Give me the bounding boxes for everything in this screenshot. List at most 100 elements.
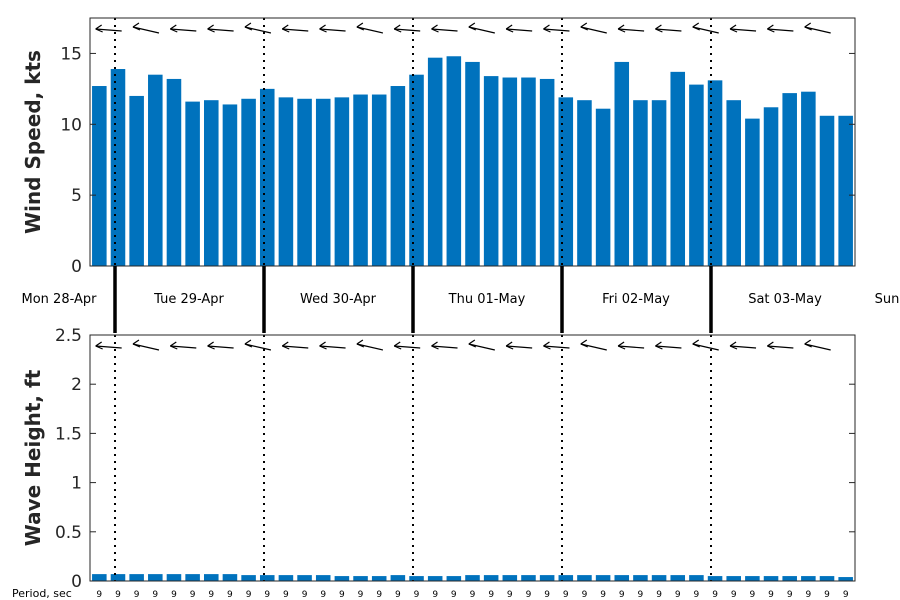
arrow-head bbox=[505, 341, 514, 350]
arrow-shaft bbox=[580, 343, 607, 351]
arrow-shaft bbox=[132, 26, 160, 34]
y-tick-label: 0.5 bbox=[55, 523, 82, 543]
arrow-head bbox=[505, 24, 514, 33]
bar bbox=[614, 61, 630, 267]
period-value: 9 bbox=[208, 590, 214, 600]
bar bbox=[222, 104, 238, 266]
arrow-head bbox=[207, 24, 215, 33]
day-band: Mon 28-Apr Tue 29-Apr Wed 30-Apr Thu 01-May… bbox=[22, 266, 900, 333]
y-tick-label: 2 bbox=[71, 375, 82, 395]
arrow-head bbox=[169, 24, 178, 33]
bar bbox=[129, 574, 144, 581]
arrow-head bbox=[132, 339, 141, 348]
arrow-head bbox=[767, 341, 775, 350]
day-label: Tue 29-Apr bbox=[153, 292, 224, 307]
bar bbox=[166, 574, 182, 581]
arrow-shaft bbox=[132, 343, 160, 351]
direction-arrow bbox=[692, 22, 719, 34]
y-axis-label: Wave Height, ft bbox=[21, 369, 45, 546]
period-value: 9 bbox=[806, 590, 812, 600]
bar bbox=[558, 575, 574, 581]
period-value: 9 bbox=[320, 590, 326, 600]
direction-arrow bbox=[505, 24, 533, 33]
bar bbox=[92, 86, 107, 267]
period-value: 9 bbox=[134, 590, 140, 600]
arrow-head bbox=[804, 22, 812, 31]
day-label: Sat 03-May bbox=[748, 292, 822, 307]
bar bbox=[483, 76, 499, 266]
arrow-shaft bbox=[730, 28, 757, 32]
bar bbox=[297, 575, 312, 581]
direction-arrow bbox=[393, 341, 421, 350]
direction-arrow bbox=[95, 24, 122, 33]
period-value: 9 bbox=[507, 590, 513, 600]
bar bbox=[521, 77, 536, 267]
bar bbox=[409, 576, 424, 581]
arrow-head bbox=[767, 24, 775, 33]
bar bbox=[558, 97, 574, 266]
direction-arrow bbox=[580, 339, 607, 351]
y-tick-label: 0 bbox=[71, 572, 82, 592]
bar bbox=[745, 576, 760, 581]
wave-height-panel: 0 0.5 1 1.5 2 2.5 Wave Height, ft bbox=[21, 326, 856, 592]
period-value: 9 bbox=[432, 590, 438, 600]
arrow-head bbox=[393, 24, 402, 33]
bar bbox=[92, 574, 107, 581]
y-tick-label: 0 bbox=[71, 257, 82, 277]
period-value: 9 bbox=[451, 590, 457, 600]
arrow-shaft bbox=[431, 28, 458, 32]
arrow-shaft bbox=[506, 345, 533, 349]
period-value: 9 bbox=[731, 590, 737, 600]
period-value: 9 bbox=[843, 590, 849, 600]
bar bbox=[595, 575, 611, 581]
direction-arrow bbox=[729, 341, 757, 350]
arrow-shaft bbox=[431, 345, 458, 349]
bar bbox=[801, 91, 816, 266]
direction-arrow bbox=[244, 22, 272, 34]
arrow-head bbox=[319, 24, 327, 33]
bar bbox=[689, 84, 704, 266]
bar bbox=[446, 576, 462, 581]
day-label: Sun bbox=[875, 292, 900, 307]
bar bbox=[446, 56, 462, 267]
bar bbox=[465, 575, 480, 581]
period-row: Period, sec 9 9 9 9 9 9 9 9 9 9 9 9 9 9 9 9 9 9 9 9 9 9 9 9 9 9 9 9 9… bbox=[12, 587, 849, 600]
bar bbox=[259, 88, 275, 266]
arrow-shaft bbox=[356, 26, 384, 34]
arrow-shaft bbox=[692, 26, 719, 34]
direction-arrow bbox=[729, 24, 757, 33]
bar bbox=[166, 78, 182, 266]
arrow-shaft bbox=[506, 28, 533, 32]
period-value: 9 bbox=[115, 590, 121, 600]
direction-arrow bbox=[319, 341, 346, 350]
arrow-head bbox=[617, 24, 626, 33]
bar bbox=[763, 576, 779, 581]
bar bbox=[502, 575, 518, 581]
arrow-head bbox=[468, 339, 477, 348]
arrow-shaft bbox=[543, 28, 570, 32]
wind-speed-panel: 0 5 10 15 Wind Speed, kts bbox=[21, 17, 856, 277]
arrow-head bbox=[95, 341, 103, 350]
bar bbox=[427, 57, 443, 267]
arrow-shaft bbox=[207, 345, 234, 349]
bar bbox=[427, 576, 443, 581]
period-value: 9 bbox=[414, 590, 420, 600]
day-label: Mon 28-Apr bbox=[22, 292, 98, 307]
bar bbox=[633, 100, 648, 266]
y-tick-label: 1 bbox=[71, 474, 82, 494]
direction-arrow bbox=[767, 341, 794, 350]
arrow-shaft bbox=[618, 345, 645, 349]
bar bbox=[353, 576, 368, 581]
bar bbox=[334, 97, 350, 266]
bar bbox=[763, 107, 779, 266]
direction-arrow bbox=[431, 341, 458, 350]
arrow-shaft bbox=[207, 28, 234, 32]
arrow-head bbox=[543, 341, 551, 350]
bar bbox=[204, 100, 219, 266]
bar bbox=[129, 95, 144, 266]
direction-arrow bbox=[169, 341, 197, 350]
arrow-head bbox=[655, 24, 663, 33]
arrow-head bbox=[207, 341, 215, 350]
period-value: 9 bbox=[787, 590, 793, 600]
period-value: 9 bbox=[675, 590, 681, 600]
